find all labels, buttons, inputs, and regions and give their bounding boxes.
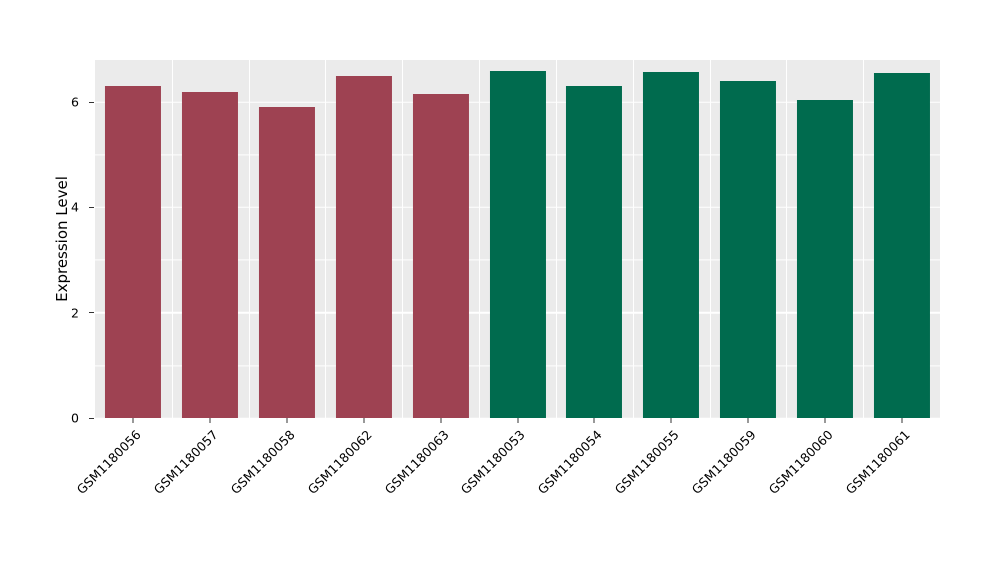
y-axis-tick-labels: 0 2 4 6	[0, 60, 87, 426]
bar-GSM1180062	[335, 75, 392, 418]
x-tick-label: GSM1180063	[381, 427, 452, 498]
x-tick-label: GSM1180061	[842, 427, 913, 498]
x-tick-label: GSM1180054	[534, 427, 605, 498]
y-tick-label: 6	[71, 94, 79, 110]
x-tick-mark	[209, 418, 211, 423]
bar-GSM1180058	[259, 107, 316, 418]
x-tick-mark	[824, 418, 826, 423]
x-tick-label: GSM1180056	[73, 427, 145, 498]
y-tick-label: 0	[71, 410, 79, 426]
y-tick-mark	[89, 417, 94, 419]
y-tick-mark	[89, 101, 94, 103]
y-tick-mark	[89, 312, 94, 314]
vertical-gridline	[863, 60, 864, 418]
x-tick-label: GSM1180058	[227, 427, 298, 498]
vertical-gridline	[632, 60, 634, 418]
bar-GSM1180056	[105, 86, 162, 418]
vertical-gridline	[248, 60, 250, 418]
x-tick-label: GSM1180062	[304, 427, 375, 498]
y-tick-label: 4	[71, 199, 79, 215]
x-axis-tick-marks	[95, 418, 940, 424]
x-axis-tick-labels: GSM1180056 GSM1180057 GSM1180058 GSM1180062…	[74, 418, 940, 558]
vertical-gridline	[402, 60, 404, 418]
x-tick-label: GSM1180055	[611, 427, 682, 498]
vertical-gridline	[709, 60, 711, 418]
vertical-gridline	[555, 60, 557, 418]
x-tick-label: GSM1180057	[150, 427, 221, 498]
x-tick-mark	[517, 418, 518, 423]
x-tick-mark	[440, 418, 442, 423]
x-tick-mark	[363, 418, 365, 423]
bar-GSM1180053	[489, 70, 546, 418]
x-tick-mark	[286, 418, 288, 423]
x-tick-mark	[670, 418, 672, 423]
vertical-gridline	[479, 60, 480, 418]
x-tick-mark	[593, 418, 595, 423]
bar-GSM1180063	[412, 94, 469, 418]
y-tick-mark	[89, 206, 94, 208]
bar-GSM1180057	[182, 91, 239, 418]
x-tick-mark	[901, 418, 903, 423]
bar-GSM1180060	[796, 99, 853, 418]
vertical-gridline	[325, 60, 327, 418]
bar-GSM1180059	[719, 81, 776, 418]
bar-GSM1180054	[566, 86, 623, 418]
x-tick-mark	[132, 418, 134, 423]
vertical-gridline	[171, 60, 173, 418]
vertical-gridline	[786, 60, 788, 418]
y-axis-tick-marks	[89, 60, 94, 419]
y-tick-label: 2	[71, 305, 79, 321]
x-tick-label: GSM1180059	[688, 427, 759, 498]
x-tick-label: GSM1180053	[458, 427, 529, 498]
x-tick-label: GSM1180060	[765, 427, 836, 498]
bar-GSM1180055	[643, 71, 700, 418]
bar-GSM1180061	[873, 73, 930, 418]
plot-panel	[95, 60, 940, 419]
x-tick-mark	[747, 418, 749, 423]
